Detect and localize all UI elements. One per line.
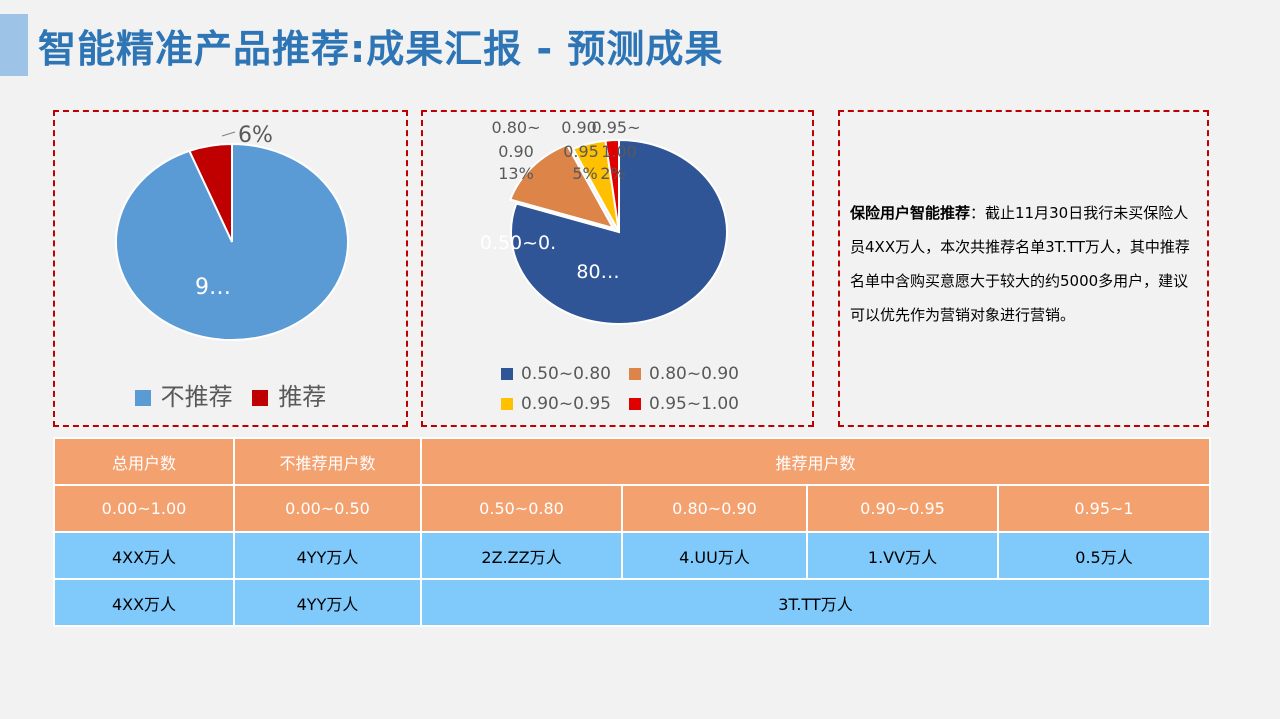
pie-chart-ranges: 0.50~0. 80… 0.80~ 0.90 13% 0.90 0.95 5% … [480, 118, 728, 325]
pie2-label-b1: 0.80~ [491, 118, 540, 137]
range-cell: 0.00~1.00 [53, 484, 235, 533]
range-cell: 0.90~0.95 [806, 484, 999, 533]
note-heading: 保险用户智能推荐 [850, 204, 971, 222]
legend-item-range-4: 0.95~1.00 [629, 389, 757, 419]
pie1-label-large: 9… [195, 275, 231, 300]
header-recommended-users: 推荐用户数 [419, 437, 1212, 486]
table-cell: 4YY万人 [233, 531, 422, 580]
table-cell: 0.5万人 [996, 531, 1212, 580]
legend-item-range-3: 0.90~0.95 [501, 389, 629, 419]
table-row: 4XX万人 4YY万人 3T.TT万人 [53, 578, 1212, 627]
table-cell: 4YY万人 [233, 578, 422, 627]
pie-chart-recommend-panel: 6% 9… 不推荐 推荐 [53, 110, 408, 427]
pie2-label-main-2: 80… [576, 261, 619, 283]
header-not-recommended-users: 不推荐用户数 [233, 437, 422, 486]
table-row: 4XX万人 4YY万人 2Z.ZZ万人 4.UU万人 1.VV万人 0.5万人 [53, 531, 1212, 580]
legend-item-range-2: 0.80~0.90 [629, 359, 757, 389]
header-total-users: 总用户数 [53, 437, 235, 486]
legend-label: 不推荐 [160, 383, 233, 411]
pie2-label-c1: 0.90 [561, 118, 597, 137]
legend-swatch [134, 390, 151, 406]
legend-swatch [501, 368, 513, 380]
range-cell: 0.80~0.90 [621, 484, 808, 533]
table-cell: 4XX万人 [53, 578, 235, 627]
summary-note: 保险用户智能推荐：截止11月30日我行未买保险人员4XX万人，本次共推荐名单3T… [850, 196, 1200, 332]
range-cell: 0.00~0.50 [233, 484, 422, 533]
title-accent-bar [0, 14, 28, 76]
pie2-label-b3: 13% [498, 164, 534, 183]
pie-slice-range-4 [604, 138, 620, 233]
legend-item-not-recommend: 不推荐 [134, 377, 233, 412]
legend-swatch [252, 390, 269, 406]
table-cell: 4.UU万人 [621, 531, 808, 580]
page-title: 智能精准产品推荐:成果汇报 - 预测成果 [38, 27, 724, 71]
legend-item-range-1: 0.50~0.80 [501, 359, 629, 389]
table-cell: 1.VV万人 [806, 531, 999, 580]
pie1-label-small: 6% [238, 123, 273, 148]
note-text: ：截止11月30日我行未买保险人员4XX万人，本次共推荐名单3T.TT万人，其中… [850, 204, 1190, 324]
legend-label: 0.95~1.00 [649, 394, 739, 414]
pie2-label-b2: 0.90 [498, 142, 534, 161]
pie-slice-range-2 [508, 143, 616, 230]
pie-slice-not-recommend [115, 142, 349, 341]
pie2-label-d2: 1.00 [601, 142, 637, 161]
table-header-row: 总用户数 不推荐用户数 推荐用户数 [53, 437, 1212, 486]
pie2-legend: 0.50~0.80 0.80~0.90 0.90~0.95 0.95~1.00 [501, 359, 761, 419]
pie1-legend: 不推荐 推荐 [55, 377, 406, 412]
table-range-row: 0.00~1.00 0.00~0.50 0.50~0.80 0.80~0.90 … [53, 484, 1212, 533]
table-cell: 2Z.ZZ万人 [420, 531, 623, 580]
user-count-table: 总用户数 不推荐用户数 推荐用户数 0.00~1.00 0.00~0.50 0.… [53, 437, 1212, 627]
pie2-label-d1: 0.95~ [591, 118, 640, 137]
legend-swatch [501, 398, 513, 410]
legend-label: 推荐 [278, 383, 327, 411]
legend-label: 0.80~0.90 [649, 364, 739, 384]
legend-swatch [629, 368, 641, 380]
summary-note-panel: 保险用户智能推荐：截止11月30日我行未买保险人员4XX万人，本次共推荐名单3T… [838, 110, 1209, 427]
legend-item-recommend: 推荐 [252, 377, 326, 412]
table-cell: 4XX万人 [53, 531, 235, 580]
pie2-label-c3: 5% [572, 164, 597, 183]
pie2-label-main-1: 0.50~0. [480, 232, 556, 254]
legend-label: 0.50~0.80 [521, 364, 611, 384]
pie1-leader-line [221, 131, 236, 137]
table-cell: 3T.TT万人 [419, 578, 1212, 627]
pie2-label-d3: 2% [600, 164, 625, 183]
pie2-label-c2: 0.95 [563, 142, 599, 161]
pie-chart-recommend: 6% 9… [115, 123, 349, 341]
pie-slice-range-1 [510, 138, 728, 325]
legend-label: 0.90~0.95 [521, 394, 611, 414]
pie-chart-ranges-panel: 0.50~0. 80… 0.80~ 0.90 13% 0.90 0.95 5% … [421, 110, 814, 427]
range-cell: 0.50~0.80 [420, 484, 623, 533]
range-cell: 0.95~1 [996, 484, 1212, 533]
legend-swatch [629, 398, 641, 410]
